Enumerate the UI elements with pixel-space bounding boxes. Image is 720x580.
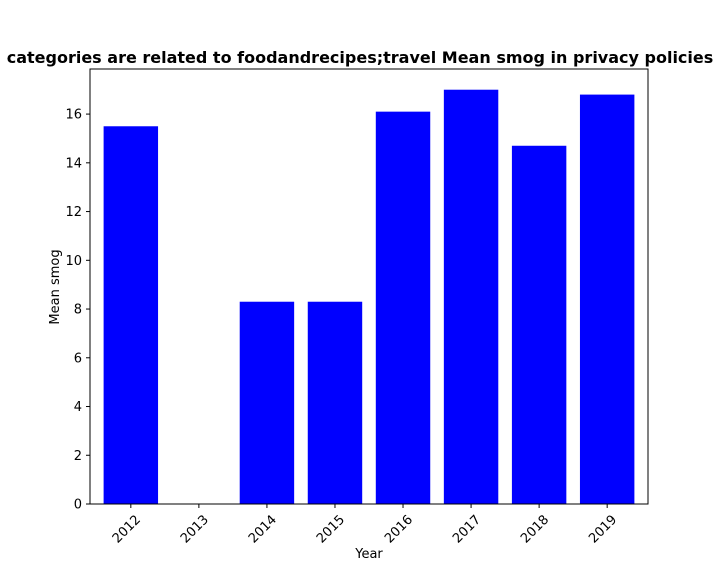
bar-2016 (375, 111, 431, 505)
y-tick-label: 4 (74, 400, 82, 415)
y-tick-label: 10 (65, 254, 82, 269)
bar-2015 (307, 301, 363, 504)
x-tick-label: 2012 (110, 512, 144, 546)
x-tick-label: 2018 (518, 512, 552, 546)
plot-frame (89, 68, 649, 505)
y-tick-label: 16 (65, 108, 82, 123)
bar-2014 (239, 301, 295, 504)
bar-2018 (511, 145, 567, 504)
x-axis-label: Year (354, 547, 383, 562)
bar-2012 (103, 126, 159, 505)
x-axis: 2012 2013 2014 2015 2016 2017 2018 2019 (110, 504, 620, 546)
y-tick-label: 0 (74, 498, 82, 513)
y-tick-label: 12 (65, 205, 82, 220)
y-tick-label: 14 (65, 156, 82, 171)
y-tick-label: 8 (74, 303, 82, 318)
y-tick-label: 2 (74, 449, 82, 464)
y-axis: 0 2 4 6 8 10 12 14 16 (65, 108, 90, 513)
x-tick-label: 2013 (178, 512, 212, 546)
bar-2017 (443, 89, 499, 505)
y-tick-label: 6 (74, 351, 82, 366)
x-tick-label: 2017 (450, 512, 484, 546)
chart-title: categories are related to foodandrecipes… (7, 48, 714, 67)
bars (103, 89, 635, 505)
x-tick-label: 2019 (586, 512, 620, 546)
x-tick-label: 2015 (314, 512, 348, 546)
x-tick-label: 2014 (246, 512, 280, 546)
x-tick-label: 2016 (382, 512, 416, 546)
bar-2019 (579, 94, 635, 504)
y-axis-label: Mean smog (48, 249, 63, 324)
